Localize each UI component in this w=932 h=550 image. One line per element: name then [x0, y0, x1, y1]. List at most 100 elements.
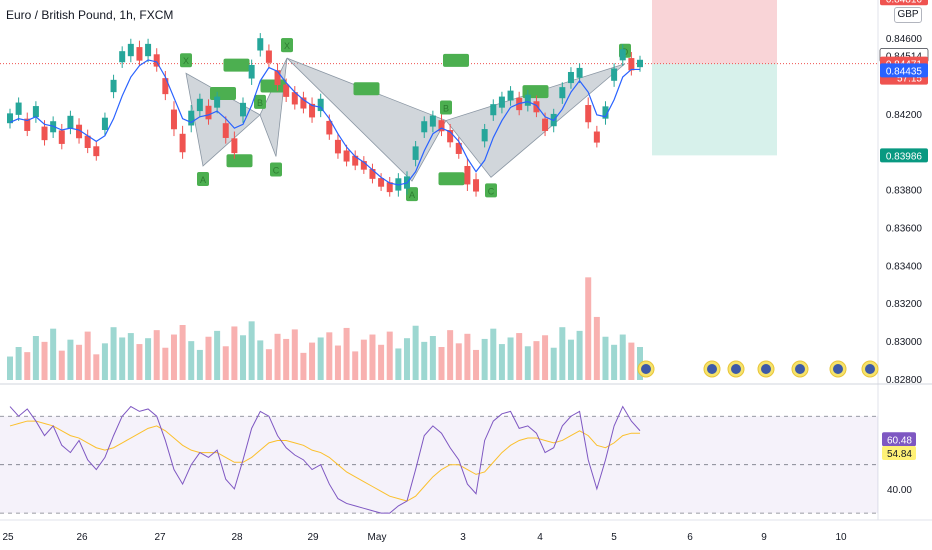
candle-body	[447, 130, 454, 143]
candle-body	[628, 58, 635, 71]
candle-body	[84, 135, 91, 148]
candle-body	[205, 105, 212, 120]
time-tick-label: 4	[537, 532, 543, 543]
rsi-ma-tag	[882, 445, 916, 460]
volume-bar	[352, 351, 359, 380]
candle-body	[7, 113, 13, 124]
candle-body	[291, 92, 298, 105]
volume-bar	[507, 337, 514, 380]
volume-bar	[179, 325, 186, 380]
candle-body	[585, 105, 592, 123]
volume-bar	[619, 334, 626, 380]
candle-body	[248, 64, 255, 79]
candle-body	[567, 71, 574, 84]
candle-body	[101, 117, 108, 131]
candle-body	[369, 169, 376, 179]
candle-body	[214, 96, 221, 108]
price-tag-label: 0.83986	[886, 151, 923, 162]
price-tick-label: 0.84600	[886, 34, 923, 45]
candle-body	[119, 51, 126, 63]
volume-bar	[170, 334, 177, 380]
volume-bar	[326, 332, 333, 380]
candle-body	[283, 84, 290, 97]
pattern-2-point-b	[440, 100, 452, 115]
volume-bar	[490, 328, 497, 380]
time-tick-label: 28	[231, 532, 243, 543]
rsi-tag-label: 60.48	[887, 435, 912, 446]
pattern-1-point-b	[254, 94, 266, 109]
candle-body	[188, 110, 195, 126]
volume-bar	[567, 339, 574, 380]
candle-body	[58, 130, 65, 144]
pattern-1-point-label: C	[273, 166, 280, 176]
candle-body	[412, 146, 419, 160]
candle-body	[473, 179, 480, 192]
pattern-1-point-label: B	[257, 98, 263, 108]
volume-bar	[274, 333, 281, 380]
pattern-2-point-a	[406, 187, 418, 202]
rsi-tick-label: 40.00	[887, 485, 912, 496]
candle-body	[76, 124, 83, 139]
candle-body	[429, 115, 436, 127]
candle-body	[93, 146, 100, 157]
candle-body	[576, 67, 583, 78]
volume-bar	[93, 354, 100, 380]
volume-bar	[300, 352, 307, 380]
volume-bar	[516, 333, 523, 380]
moving-average-line	[9, 59, 640, 186]
volume-bar	[248, 321, 255, 380]
price-tag-label: 0.84435	[886, 66, 923, 77]
event-flag-icon-inner	[707, 364, 717, 374]
candle-body	[309, 103, 316, 118]
candle-body	[455, 142, 462, 154]
pattern-1-ratio-box	[260, 79, 287, 93]
candle-body	[153, 54, 160, 67]
volume-bar	[628, 342, 635, 380]
candle-body	[257, 38, 264, 51]
volume-bar	[360, 339, 367, 380]
volume-bar	[524, 346, 531, 380]
candle-body	[231, 138, 238, 154]
take-profit-zone	[652, 63, 777, 156]
candle-body	[136, 47, 143, 61]
candle-body	[67, 115, 74, 129]
candle-body	[145, 43, 152, 57]
volume-bar	[291, 329, 298, 380]
volume-bar	[576, 330, 583, 380]
volume-bar	[205, 336, 212, 380]
volume-bar	[412, 325, 419, 380]
volume-bar	[378, 344, 385, 380]
candle-body	[300, 97, 307, 109]
candle-body	[24, 118, 31, 131]
volume-bar	[41, 341, 48, 380]
event-flag-icon-inner	[833, 364, 843, 374]
candle-body	[196, 98, 203, 112]
pattern-1-point-c	[270, 162, 282, 177]
currency-button[interactable]: GBP	[894, 7, 922, 23]
pattern-2-ratio-box	[438, 172, 465, 186]
volume-bar	[602, 336, 609, 380]
time-tick-label: 29	[307, 532, 319, 543]
volume-bar	[498, 344, 505, 380]
volume-bar	[438, 347, 445, 380]
candle-body	[490, 104, 497, 116]
time-tick-label: 9	[761, 532, 767, 543]
volume-bar	[542, 335, 549, 380]
time-tick-label: 6	[687, 532, 693, 543]
time-tick-label: May	[368, 532, 387, 543]
volume-bar	[309, 342, 316, 380]
volume-bar	[585, 277, 592, 380]
candle-body	[317, 98, 324, 112]
volume-bar	[231, 326, 238, 380]
candle-body	[533, 101, 540, 113]
volume-bar	[15, 347, 22, 380]
volume-bar	[214, 330, 221, 380]
price-tag-stop	[880, 0, 928, 6]
volume-bar	[76, 344, 83, 380]
candle-body	[360, 161, 367, 170]
candle-body	[481, 129, 488, 142]
candle-body	[179, 133, 186, 153]
stop-loss-zone	[652, 0, 777, 64]
volume-bar	[110, 327, 117, 380]
